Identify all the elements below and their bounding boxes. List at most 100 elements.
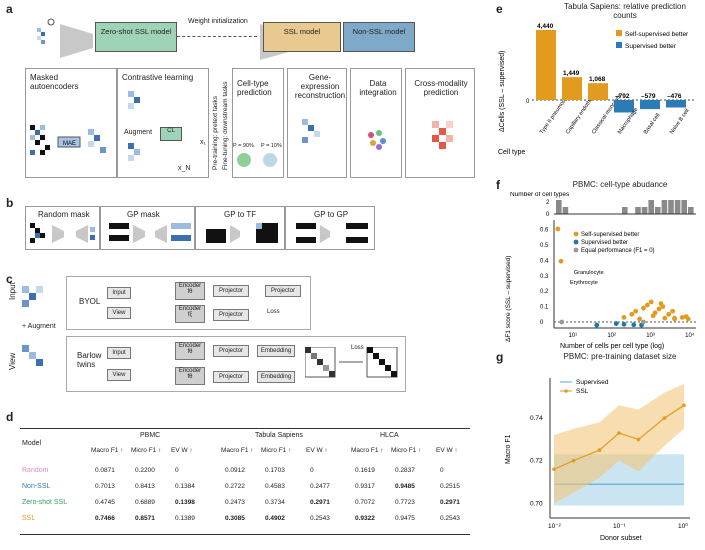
gp-to-gp-label: GP to GP: [314, 210, 349, 219]
gene-recon-box: Gene-expression reconstruction: [287, 68, 347, 178]
ssl-point: [617, 431, 621, 435]
y-tick-label: 0.4: [540, 258, 549, 264]
masked-ae-label: Masked autoencoders: [30, 73, 79, 91]
xn-label: x_N: [178, 165, 191, 172]
y-tick-label: 0.72: [530, 458, 543, 465]
y-axis-label: Macro F1: [505, 434, 512, 464]
masked-ae-box: Masked autoencoders MAE: [25, 68, 117, 178]
x1-label: x₁: [200, 139, 206, 146]
hist-y-tick: 2: [546, 200, 550, 206]
chart-g-title: PBMC: pre-training dataset size: [563, 352, 677, 361]
byol-box: BYOL Input View Encoder fθ Encoder fξ Proj…: [66, 276, 311, 330]
ssl-point: [662, 416, 667, 420]
table-cell: 0.9317: [355, 483, 375, 490]
bar-label: –476: [667, 93, 682, 100]
weight-init-arrow: [177, 36, 257, 37]
legend-marker: [573, 239, 579, 245]
table-group-header: PBMC: [140, 432, 161, 439]
category-label: Naive B cell: [669, 108, 691, 135]
legend-swatch-sup: [616, 42, 622, 48]
table-cell: 0.1384: [175, 483, 195, 490]
bar: [666, 100, 686, 108]
legend-label: Self-supervised better: [581, 232, 639, 238]
chart-f: 2 0 Number of cell types 0.6 0.5 0.4 0.3 0.2 0.1…: [505, 192, 696, 350]
histogram-bar: [661, 200, 668, 214]
table-bottom-rule: [20, 534, 470, 535]
panel-d-label: d: [6, 410, 14, 424]
umap-icon: [365, 127, 391, 158]
x-tick-label: 10⁴: [685, 332, 695, 339]
chart-e-title: Tabula Sapiens: relative prediction coun…: [564, 2, 686, 20]
panel-c-label: c: [6, 272, 13, 286]
barlow-box: Barlow twins Input View Encoder fθ Encode…: [66, 336, 406, 392]
view-matrix-c: [22, 345, 52, 380]
cl-matrices: [128, 91, 168, 176]
scatter-point-ssl: [648, 299, 654, 305]
table-row-label: Zero-shot SSL: [22, 499, 68, 506]
table-cell: 0.3734: [265, 499, 285, 506]
svg-text:MAE: MAE: [63, 141, 76, 147]
scatter-point-ssl: [629, 311, 635, 317]
panel-a-label: a: [6, 2, 13, 16]
scatter-point-ssl: [660, 304, 666, 310]
barlow-projector-2: Projector: [213, 371, 249, 383]
barlow-input-box: Input: [107, 347, 131, 359]
byol-projector-3: Projector: [213, 309, 249, 321]
x-tick-label: 10³: [646, 333, 655, 339]
panel-b-label: b: [6, 196, 14, 210]
zero-shot-ssl-box: Zero-shot SSL model: [95, 22, 177, 52]
p90-label: P = 90%: [233, 143, 254, 149]
gp-to-tf-grid: [206, 223, 282, 252]
y-axis-label: ΔCells (SSL – supervised): [499, 51, 506, 132]
view-label: View: [8, 352, 17, 370]
scatter-point-ssl: [641, 305, 646, 311]
category-label: Basal cell: [643, 113, 661, 136]
table-cell: 0.6889: [135, 499, 155, 506]
random-mask-grid: [30, 223, 98, 252]
weight-init-label: Weight initialization: [188, 18, 248, 25]
f-xi-label: fξ: [187, 312, 193, 318]
table-cell: 0.0912: [225, 467, 245, 474]
y-tick-label: 0: [540, 320, 544, 326]
table-cell: 0.3085: [225, 515, 245, 522]
scatter-point-ssl: [633, 308, 639, 314]
y-tick-label: 0.6: [540, 228, 549, 234]
crossmodal-matrix: [432, 121, 468, 166]
table-cell: 0.8413: [135, 483, 155, 490]
legend-label-ssl: Self-supervised better: [625, 31, 689, 38]
input-matrix-c: [22, 286, 52, 321]
scatter-point-equal: [641, 319, 646, 325]
scatter-point-sup: [621, 321, 627, 327]
gp-to-gp-box: GP to GP: [285, 206, 375, 250]
table-cell: 0.9485: [395, 483, 415, 490]
table-metric-header: Micro F1 ↑: [391, 447, 422, 454]
table-cell: 0.9475: [395, 515, 415, 522]
ssl-point: [552, 467, 556, 472]
table-metric-header: EV W ↑: [171, 447, 193, 454]
ssl-point: [636, 437, 641, 442]
enc-label: Encoder: [178, 283, 202, 289]
hist-y-tick: 0: [546, 212, 550, 218]
legend-label: Equal performance (F1 = 0): [581, 248, 655, 254]
barlow-loss-label: Loss: [351, 345, 364, 351]
table-cell: 0.2515: [440, 483, 460, 490]
y-tick-label: 0.2: [540, 289, 549, 295]
table-cell: 0: [175, 467, 179, 474]
barlow-embedding-1: Embedding: [257, 345, 295, 357]
table-metric-header: Micro F1 ↑: [131, 447, 162, 454]
histogram-bar: [681, 200, 687, 214]
pretrain-label: Pre-training: pretext tasks: [212, 95, 219, 170]
histogram-bar: [622, 207, 628, 214]
byol-loss-label: Loss: [267, 309, 280, 315]
histogram-bar: [635, 207, 641, 214]
table-cell: 0.2200: [135, 467, 155, 474]
bar-label: 1,449: [563, 70, 580, 77]
scatter-point-ssl: [685, 316, 691, 322]
x-tick-label: 10¹: [568, 333, 577, 339]
table-cell: 0.2971: [310, 499, 330, 506]
byol-encoder-xi: Encoder fξ: [175, 305, 205, 323]
legend-label-sup: Supervised: [576, 379, 609, 386]
ssl-model-label: SSL model: [283, 27, 321, 36]
y-tick-label: 0.70: [530, 500, 543, 507]
ssl-point: [682, 403, 686, 408]
